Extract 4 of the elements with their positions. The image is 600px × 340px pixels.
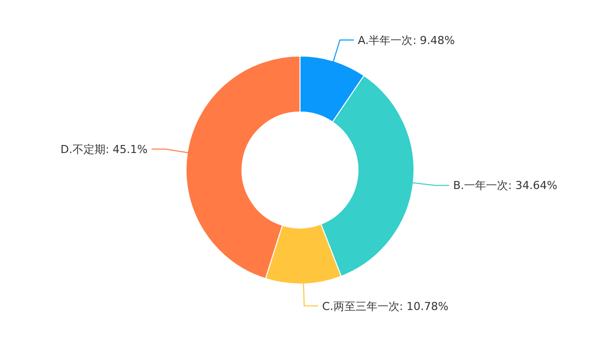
slice-label: D.不定期: 45.1% (60, 142, 148, 156)
slice-label: C.两至三年一次: 10.78% (322, 300, 449, 313)
slice-label: B.一年一次: 34.64% (453, 179, 558, 192)
slice-label: A.半年一次: 9.48% (358, 34, 455, 47)
